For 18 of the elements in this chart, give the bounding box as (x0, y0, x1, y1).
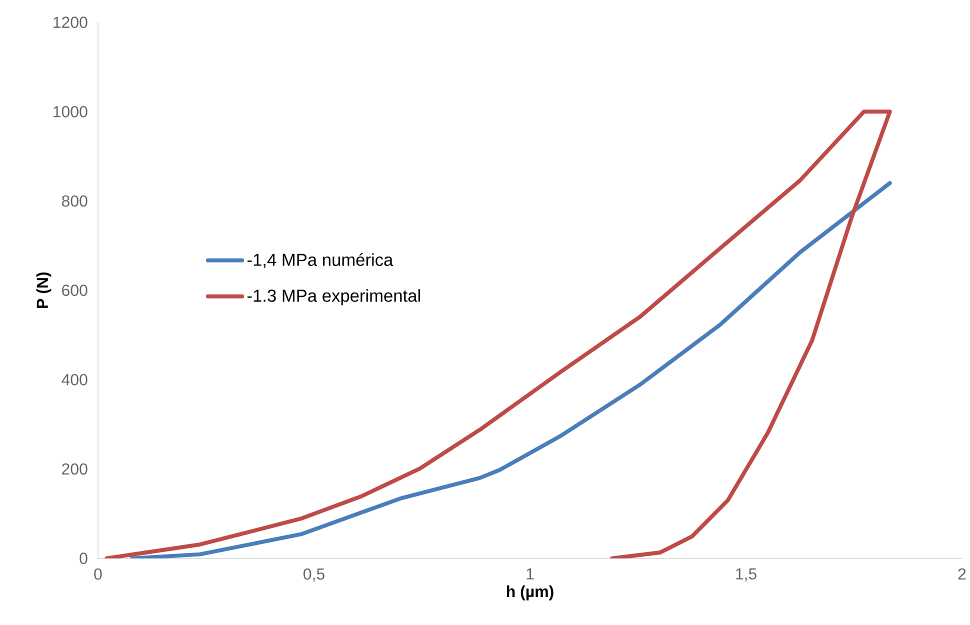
line-series (130, 181, 892, 558)
x-tick-label: 1,5 (736, 568, 756, 582)
y-tick-label: 400 (62, 374, 88, 386)
x-tick-label: 1 (526, 568, 534, 580)
y-tick-label: 0 (80, 552, 88, 564)
y-axis-title: P (N) (36, 272, 52, 308)
y-tick-label: 600 (62, 284, 88, 296)
x-axis-title: h (µm) (506, 585, 554, 600)
legend-label: -1.3 MPa experimental (248, 289, 420, 306)
y-tick-label: 1200 (54, 16, 88, 28)
x-tick-label: 2 (958, 568, 966, 580)
y-tick-label: 1000 (54, 106, 88, 118)
line-series (104, 110, 892, 558)
x-tick-label: 0 (94, 568, 102, 580)
y-tick-label: 200 (62, 463, 88, 475)
legend-label: -1,4 MPa numérica (248, 253, 394, 268)
y-tick-label: 800 (62, 195, 88, 207)
x-tick-label: 0,5 (304, 568, 324, 582)
